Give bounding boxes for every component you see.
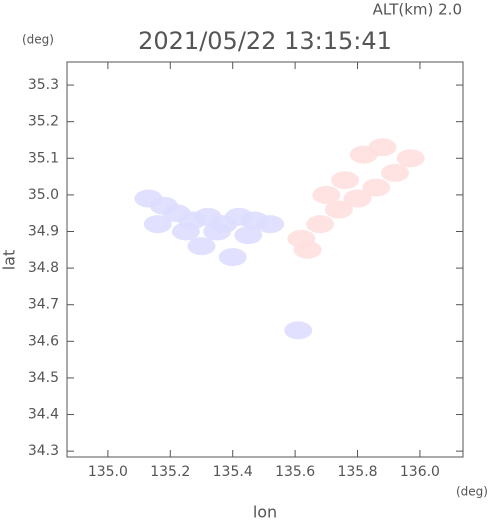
echo [187, 237, 216, 256]
x-unit: (deg) [456, 485, 488, 499]
y-tick-label: 34.3 [28, 443, 59, 459]
x-tick-label: 135.0 [88, 464, 128, 480]
y-tick-label: 35.1 [28, 150, 59, 166]
chart-subtitle: ALT(km) 2.0 [373, 1, 462, 19]
echo [396, 149, 425, 168]
echo [143, 215, 172, 234]
echo [331, 171, 360, 190]
echo [218, 248, 247, 267]
y-tick-label: 34.5 [28, 370, 59, 386]
echo [203, 222, 232, 241]
x-axis-label: lon [253, 503, 277, 521]
echo [380, 163, 409, 182]
y-unit: (deg) [22, 33, 54, 47]
y-tick-label: 35.2 [28, 114, 59, 130]
y-tick-label: 34.8 [28, 260, 59, 276]
echo [256, 215, 285, 234]
echo [362, 178, 391, 197]
x-tick-label: 135.6 [275, 464, 315, 480]
echo [306, 215, 335, 234]
x-tick-label: 135.8 [337, 464, 377, 480]
echo [293, 240, 322, 259]
plot-frame [66, 61, 464, 458]
y-tick-label: 35.0 [28, 187, 59, 203]
echo [234, 226, 263, 245]
x-tick-label: 136.0 [400, 464, 440, 480]
y-tick-label: 34.7 [28, 297, 59, 313]
y-tick-label: 34.9 [28, 223, 59, 239]
y-tick-label: 34.4 [28, 407, 59, 423]
y-axis-label: lat [0, 250, 19, 271]
chart-title: 2021/05/22 13:15:41 [138, 27, 392, 55]
x-tick-label: 135.2 [150, 464, 190, 480]
y-tick-label: 34.6 [28, 333, 59, 349]
echo [324, 200, 353, 219]
echo [368, 138, 397, 157]
y-tick-label: 35.3 [28, 77, 59, 93]
echo [312, 185, 341, 204]
x-tick-label: 135.4 [213, 464, 253, 480]
echo [284, 321, 313, 340]
echo [343, 189, 372, 208]
echo [171, 222, 200, 241]
